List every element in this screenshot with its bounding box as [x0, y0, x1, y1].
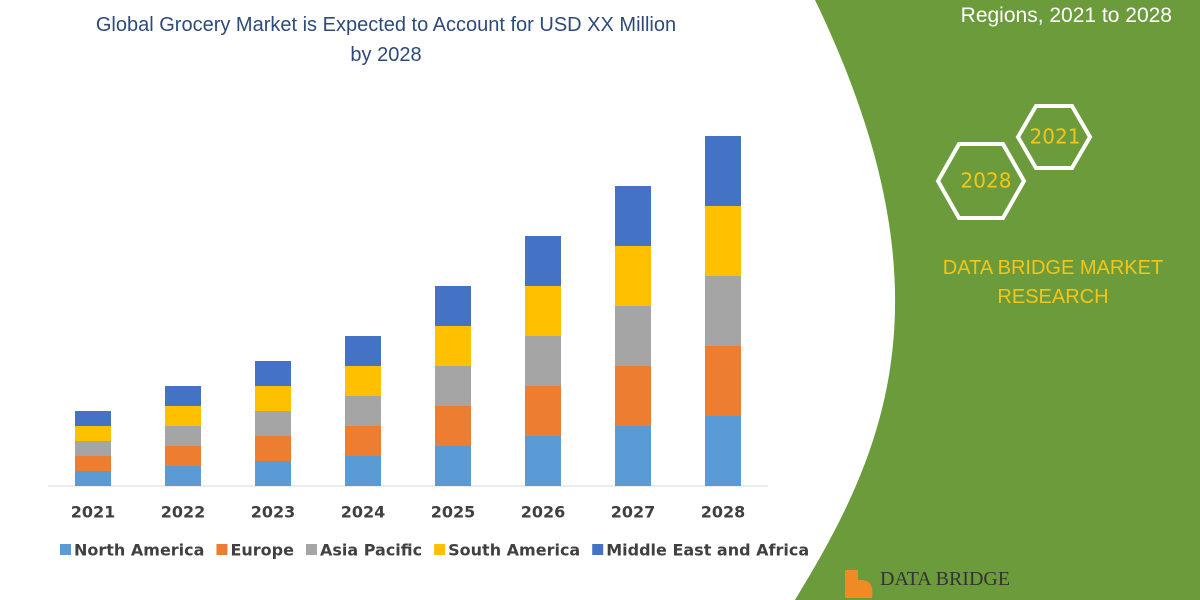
bar-segment: [75, 441, 111, 456]
legend-label: Asia Pacific: [320, 541, 422, 560]
x-tick-label: 2025: [431, 503, 476, 522]
bar-segment: [165, 426, 201, 446]
panel-subtitle: Regions, 2021 to 2028: [960, 4, 1172, 27]
bar-segment: [435, 366, 471, 406]
legend-swatch: [305, 544, 317, 555]
legend-label: Middle East and Africa: [606, 541, 809, 560]
bar-segment: [255, 461, 291, 486]
bar-segment: [525, 436, 561, 486]
bar-segment: [705, 206, 741, 276]
bar-segment: [345, 336, 381, 366]
logo-icon: [845, 570, 873, 598]
bar-segment: [525, 286, 561, 336]
x-tick-label: 2021: [71, 503, 116, 522]
bar-segment: [345, 426, 381, 456]
bar-segment: [345, 366, 381, 396]
hex-label: 2028: [961, 169, 1012, 193]
bar-segment: [345, 396, 381, 426]
bar-segment: [615, 306, 651, 366]
x-tick-label: 2028: [701, 503, 746, 522]
logo-text: DATA BRIDGE: [880, 568, 1011, 590]
bar-segment: [615, 186, 651, 246]
bar-segment: [435, 406, 471, 446]
bar-segment: [615, 246, 651, 306]
hexagon: [935, 142, 1027, 220]
x-tick-label: 2027: [611, 503, 656, 522]
x-tick-label: 2023: [251, 503, 296, 522]
hex-label: 2021: [1030, 125, 1081, 149]
legend-swatch: [434, 544, 446, 555]
legend-label: Europe: [230, 541, 294, 560]
bar-segment: [435, 286, 471, 326]
bar-segment: [75, 411, 111, 426]
legend-swatch: [216, 544, 228, 555]
legend-label: South America: [448, 541, 580, 560]
bar-segment: [525, 236, 561, 286]
bar-segment: [525, 386, 561, 436]
bar-segment: [165, 386, 201, 406]
bar-segment: [705, 416, 741, 486]
bar-segment: [705, 346, 741, 416]
bar-segment: [255, 411, 291, 436]
bar-segment: [615, 366, 651, 426]
bar-segment: [615, 426, 651, 486]
hexagon: [1015, 104, 1093, 170]
x-tick-label: 2026: [521, 503, 566, 522]
bar-segment: [165, 406, 201, 426]
bar-segment: [435, 326, 471, 366]
side-panel: [795, 0, 1200, 600]
bar-segment: [255, 361, 291, 386]
bar-segment: [75, 471, 111, 486]
x-tick-label: 2022: [161, 503, 206, 522]
bar-segment: [525, 336, 561, 386]
bar-segment: [435, 446, 471, 486]
brand-text: DATA BRIDGE MARKET RESEARCH: [942, 257, 1164, 308]
x-tick-label: 2024: [341, 503, 386, 522]
bar-segment: [255, 386, 291, 411]
bar-segment: [705, 276, 741, 346]
bar-segment: [345, 456, 381, 486]
bar-segment: [75, 456, 111, 471]
legend-label: North America: [74, 541, 204, 560]
legend-swatch: [592, 544, 604, 555]
bar-segment: [75, 426, 111, 441]
chart-title: Global Grocery Market is Expected to Acc…: [95, 14, 677, 66]
bar-segment: [255, 436, 291, 461]
legend-swatch: [60, 544, 71, 555]
bar-segment: [165, 446, 201, 466]
bar-segment: [165, 466, 201, 486]
bar-segment: [705, 136, 741, 206]
